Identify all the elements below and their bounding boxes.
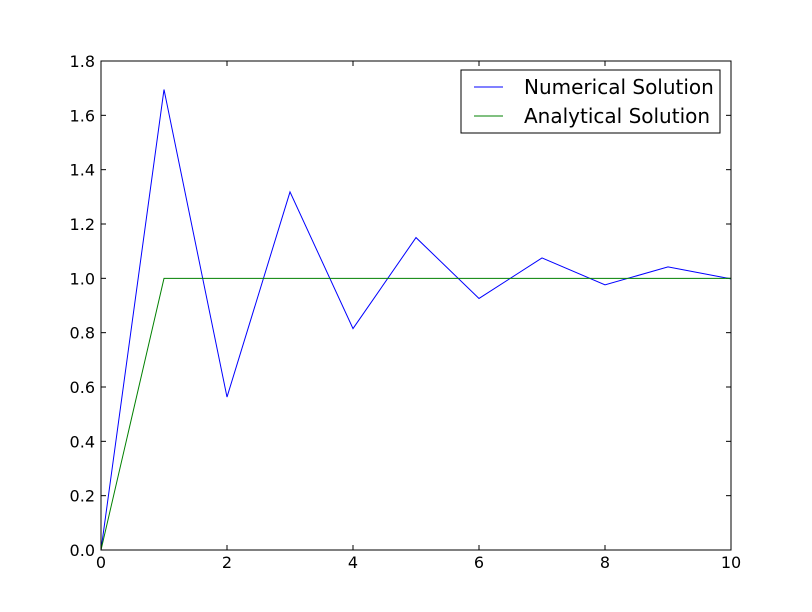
- series-line-numerical-solution: [100, 89, 732, 551]
- x-tick-label: 4: [348, 553, 358, 572]
- x-tick-label: 6: [474, 553, 484, 572]
- y-tick-label: 1.0: [70, 269, 95, 288]
- x-tick-label: 10: [721, 553, 741, 572]
- x-tick-label: 2: [222, 553, 232, 572]
- series-layer: [100, 89, 732, 551]
- y-tick-label: 0.8: [70, 324, 95, 343]
- y-tick-label: 0.6: [70, 378, 95, 397]
- plot-frame: [100, 60, 732, 551]
- legend-label-analytical: Analytical Solution: [524, 104, 710, 128]
- y-tick-label: 1.2: [70, 215, 95, 234]
- y-tick-label: 0.2: [70, 487, 95, 506]
- legend: Numerical Solution Analytical Solution: [460, 69, 721, 134]
- legend-box: [460, 69, 721, 134]
- y-tick-label: 1.6: [70, 106, 95, 125]
- legend-label-numerical: Numerical Solution: [524, 75, 714, 99]
- x-axis-ticks: 0 2 4 6 8 10: [96, 61, 741, 572]
- y-tick-label: 1.8: [70, 52, 95, 71]
- y-tick-label: 1.4: [70, 161, 95, 180]
- series-line-analytical-solution: [100, 277, 731, 551]
- y-tick-label: 0.0: [70, 541, 95, 560]
- y-axis-ticks: 0.0 0.2 0.4 0.6 0.8 1.0 1.2 1.4 1.6 1.8: [70, 52, 731, 560]
- y-tick-label: 0.4: [70, 432, 95, 451]
- x-tick-label: 8: [600, 553, 610, 572]
- x-tick-label: 0: [96, 553, 106, 572]
